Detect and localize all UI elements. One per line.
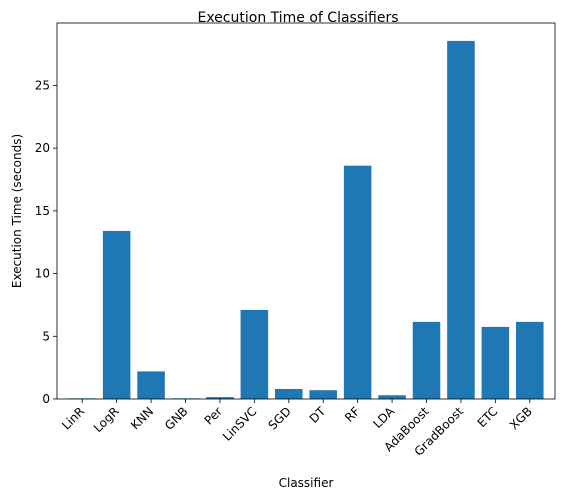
y-tick-label: 0 — [42, 392, 50, 406]
plot-frame — [56, 22, 556, 400]
y-tick-label: 20 — [35, 141, 50, 155]
x-tick-label: GNB — [162, 404, 191, 433]
x-tick-label: DT — [307, 404, 329, 426]
y-tick-label: 10 — [35, 267, 50, 281]
x-tick-label: LogR — [91, 404, 122, 435]
x-tick-label: LinR — [59, 404, 87, 432]
bar-lda — [378, 395, 406, 399]
y-axis: 0 5 10 15 20 25 — [35, 78, 57, 406]
x-tick-label: KNN — [128, 404, 156, 432]
x-tick-label: LinSVC — [220, 404, 259, 443]
y-tick-label: 5 — [42, 329, 50, 343]
y-axis-label: Execution Time (seconds) — [10, 134, 24, 288]
chart-title: Execution Time of Classifiers — [197, 10, 398, 26]
x-tick-label: ETC — [475, 404, 501, 430]
bar-xgb — [516, 321, 544, 399]
bar-linsvc — [240, 309, 269, 399]
bar-adaboost — [412, 321, 441, 399]
x-axis-label: Classifier — [279, 476, 334, 490]
bar-etc — [481, 326, 510, 399]
bar-rf — [343, 165, 372, 399]
y-tick-label: 25 — [35, 78, 50, 92]
x-tick-label: SGD — [266, 404, 294, 432]
bar-dt — [309, 390, 337, 399]
x-tick-label: XGB — [507, 404, 535, 432]
bar-logr — [102, 230, 131, 399]
bar-sgd — [275, 388, 303, 399]
bar-gradboost — [447, 40, 475, 400]
x-tick-label: LDA — [370, 404, 397, 431]
x-tick-label: Per — [202, 404, 225, 427]
x-tick-label: RF — [342, 404, 363, 425]
bar-knn — [137, 371, 165, 399]
plot-area — [68, 40, 544, 400]
bar-per — [206, 397, 234, 399]
y-tick-label: 15 — [35, 204, 50, 218]
